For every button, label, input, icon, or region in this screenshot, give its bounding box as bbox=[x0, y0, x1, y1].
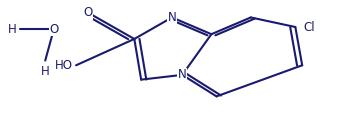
Text: O: O bbox=[49, 23, 58, 36]
Text: H: H bbox=[41, 65, 50, 78]
Text: N: N bbox=[168, 11, 176, 24]
Text: O: O bbox=[84, 6, 93, 19]
Text: N: N bbox=[178, 68, 187, 81]
Text: Cl: Cl bbox=[303, 20, 314, 34]
Text: H: H bbox=[8, 23, 17, 36]
Text: HO: HO bbox=[55, 59, 73, 72]
